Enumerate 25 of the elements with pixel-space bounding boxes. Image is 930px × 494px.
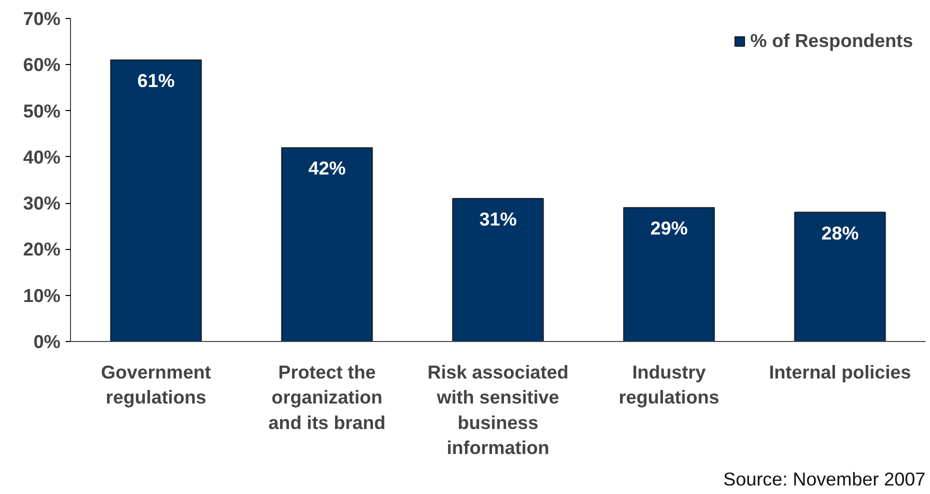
y-tick-label: 40%	[23, 146, 61, 168]
legend-label: % of Respondents	[750, 30, 913, 52]
data-label: 61%	[137, 70, 176, 92]
y-tick-label: 10%	[23, 284, 61, 306]
data-label: 29%	[650, 218, 688, 239]
y-tick-label: 70%	[23, 8, 61, 29]
y-tick-label: 60%	[23, 54, 61, 76]
y-tick-label: 0%	[34, 331, 61, 352]
y-tick-label: 20%	[23, 238, 61, 260]
data-label: 31%	[479, 208, 518, 230]
data-label: 28%	[821, 222, 860, 244]
x-tick-label: Internal policies	[768, 362, 912, 382]
x-tick-label: Government regulations	[101, 362, 211, 408]
source-note: Source: November 2007	[723, 468, 926, 490]
bar	[623, 207, 715, 342]
x-tick-label: Industry regulations	[618, 362, 720, 408]
x-tick-label: Protect the organization and its brand	[268, 362, 386, 433]
bar	[110, 60, 202, 342]
y-tick-label: 30%	[23, 192, 61, 214]
x-tick-label: Risk associated with sensitive business information	[427, 362, 569, 458]
data-label: 42%	[308, 158, 346, 179]
y-tick-label: 50%	[23, 100, 61, 122]
bar	[794, 212, 886, 342]
bar	[452, 198, 544, 342]
bar	[281, 147, 373, 342]
